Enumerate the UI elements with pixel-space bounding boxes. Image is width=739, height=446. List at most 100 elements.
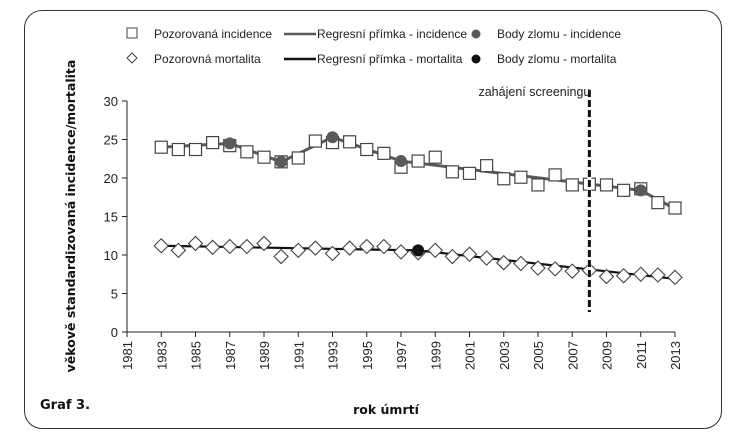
legend-label: Body zlomu - incidence [497, 27, 621, 41]
mortality-point [221, 238, 238, 255]
legend-circle-icon [471, 29, 481, 39]
breakpoint-incidence [634, 184, 647, 197]
x-tick-label: 2009 [600, 341, 615, 370]
legend-label: Regresní přímka - incidence [317, 27, 467, 41]
x-tick-label: 1983 [154, 341, 169, 370]
incidence-point [548, 168, 562, 182]
x-tick-label: 2013 [668, 341, 683, 370]
incidence-point [257, 150, 271, 164]
mortality-point [324, 245, 341, 262]
y-tick-label: 30 [104, 94, 118, 109]
incidence-point [445, 165, 459, 179]
breakpoint-mortality [412, 244, 425, 257]
mortality-point [615, 268, 632, 284]
regression-line-incidence [161, 135, 676, 211]
mortality-point [341, 240, 358, 256]
breakpoint-incidence [395, 155, 407, 168]
y-tick-label: 10 [104, 248, 118, 263]
x-tick-label: 2001 [463, 341, 478, 370]
mortality-point [478, 250, 495, 266]
mortality-point [667, 269, 683, 286]
y-axis-title: věkově standardizovaná incidence/mortali… [63, 60, 78, 373]
chart-frame [24, 10, 722, 429]
screening-label: zahájení screeningu [478, 85, 590, 99]
y-tick-label: 15 [104, 210, 118, 225]
incidence-point [531, 178, 545, 192]
x-tick-label: 1997 [394, 341, 409, 370]
x-tick-label: 1985 [189, 341, 204, 370]
mortality-point [187, 235, 204, 252]
legend-circle-icon [471, 54, 481, 64]
mortality-point [632, 266, 649, 283]
mortality-point [650, 267, 666, 283]
x-tick-label: 2005 [531, 341, 546, 370]
mortality-point [204, 239, 221, 256]
incidence-point [154, 140, 168, 154]
incidence-point [428, 150, 442, 164]
mortality-point [598, 268, 615, 285]
mortality-point [513, 255, 529, 272]
incidence-point [343, 135, 357, 149]
x-tick-label: 1981 [120, 341, 135, 370]
incidence-point [377, 146, 391, 160]
x-tick-label: 1993 [326, 341, 341, 370]
mortality-point [495, 254, 512, 271]
breakpoint-incidence [275, 155, 288, 168]
incidence-point [497, 172, 511, 186]
breakpoint-incidence [223, 137, 236, 150]
mortality-point [153, 237, 170, 254]
x-tick-label: 2007 [565, 341, 580, 370]
mortality-point [427, 242, 444, 259]
mortality-point [256, 235, 272, 252]
incidence-point [291, 151, 305, 165]
legend-label: Body zlomu - mortalita [497, 52, 617, 66]
y-tick-label: 5 [111, 287, 118, 302]
y-tick-label: 0 [111, 325, 118, 340]
y-tick-label: 25 [104, 133, 118, 148]
incidence-point [565, 178, 579, 192]
x-tick-label: 1995 [360, 341, 375, 370]
legend-label: Pozorovná mortalita [154, 52, 261, 66]
mortality-point [444, 248, 461, 265]
mortality-point [273, 248, 289, 265]
incidence-point [617, 183, 631, 197]
incidence-point [514, 170, 528, 184]
x-tick-label: 1989 [257, 341, 272, 370]
figure-caption: Graf 3. [40, 398, 90, 413]
incidence-point [240, 145, 254, 159]
mortality-point [547, 261, 563, 277]
x-tick-label: 1991 [291, 341, 306, 370]
axes: 0 5 10 15 20 25 30 1981 1983 1985 1987 1989 1991 1993… [104, 94, 683, 370]
incidence-point [480, 159, 494, 173]
mortality-point [239, 238, 255, 255]
mortality-point [530, 260, 546, 276]
mortality-point [290, 242, 307, 259]
incidence-point [206, 135, 220, 150]
incidence-point [599, 178, 614, 192]
x-tick-label: 1999 [428, 341, 443, 370]
annotations: zahájení screeningu [478, 85, 592, 312]
incidence-point [188, 142, 203, 157]
incidence-point [651, 196, 665, 210]
mortality-point [307, 240, 324, 256]
incidence-point [462, 166, 477, 180]
data-markers [153, 131, 683, 286]
incidence-point [411, 154, 425, 168]
mortality-point [358, 238, 375, 255]
legend-diamond-icon [126, 52, 138, 64]
legend-label: Pozorovaná incidence [154, 27, 272, 41]
x-tick-label: 2003 [497, 341, 512, 370]
incidence-point [668, 201, 682, 215]
breakpoint-incidence [326, 131, 339, 144]
y-tick-label: 20 [104, 171, 118, 186]
mortality-point [376, 238, 392, 255]
incidence-point [360, 142, 374, 157]
x-axis-title: rok úmrtí [353, 402, 419, 417]
mortality-point [564, 263, 581, 279]
x-tick-label: 1987 [223, 341, 238, 370]
mortality-point [170, 242, 187, 259]
incidence-point [171, 142, 185, 157]
mortality-point [393, 244, 409, 260]
incidence-point [308, 134, 322, 148]
